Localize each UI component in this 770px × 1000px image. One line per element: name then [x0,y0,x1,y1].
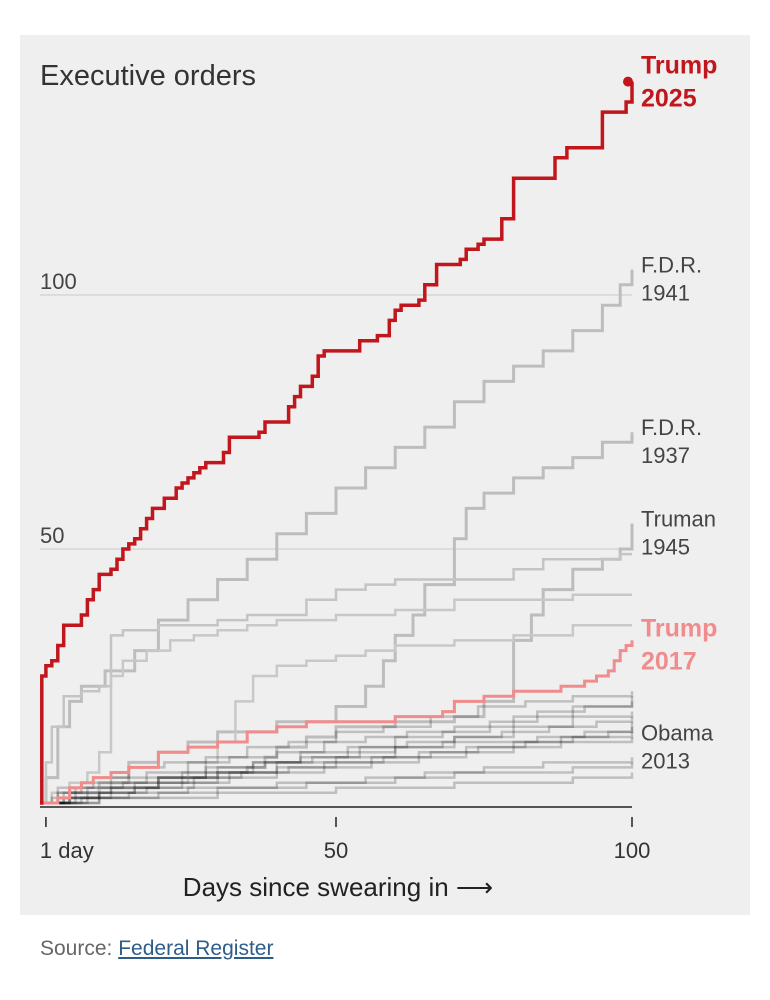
series-line-historical-11 [40,737,634,805]
gridlines: 50 100 [40,269,632,550]
series-line-historical-5 [40,623,632,805]
series-line-historical-14 [40,696,634,805]
series-line-historical-15 [40,757,634,805]
series-line-historical-13 [40,762,634,805]
series-line-historical-8 [40,701,634,805]
x-axis-label: Days since swearing in ⟶ [183,872,493,902]
series-label-obama-2013-name: Obama [641,721,714,746]
series-label-trump-2017-year: 2017 [641,647,697,675]
series-label-f-d-r-1937-year: 1937 [641,443,690,468]
series-line-historical-12 [40,691,634,805]
series-label-obama-2013-year: 2013 [641,749,690,774]
series-line-historical-3 [40,552,632,805]
source-link[interactable]: Federal Register [118,937,274,960]
y-gridline-label-50: 50 [40,523,64,548]
x-tick-label-100: 100 [614,838,651,863]
series-line-historical-9 [40,711,634,805]
series-label-f-d-r-1941-year: 1941 [641,281,690,306]
source-prefix: Source: [40,937,119,960]
series-line-trump-2025 [40,81,634,805]
series-line-historical-10 [40,716,634,805]
series-line-historical-4 [40,593,632,805]
executive-orders-chart: 50 100 1 day 50 100 F.D.R. 1941 F.D.R. 1937 Tru… [40,52,717,902]
series-line-historical-16 [40,721,634,805]
series-label-trump-2025-year: 2025 [641,85,697,113]
source-line: Source: Federal Register [40,937,273,961]
series-line-f-d-r-1941 [40,269,634,805]
series-label-truman-1945-year: 1945 [641,535,690,560]
series-label-f-d-r-1937-name: F.D.R. [641,415,702,440]
series-line-historical-6 [40,726,634,805]
series-line-truman-1945 [40,523,634,805]
series-label-truman-1945-name: Truman [641,507,716,532]
y-gridline-label-100: 100 [40,269,77,294]
series-labels: F.D.R. 1941 F.D.R. 1937 Truman 1945 Obama 2013 T… [623,52,717,774]
x-axis: 1 day 50 100 [40,806,651,863]
series-line-historical-7 [40,731,634,805]
series-label-trump-2017-name: Trump [641,614,717,642]
series-label-f-d-r-1941-name: F.D.R. [641,253,702,278]
chart-title: Executive orders [40,60,256,92]
series-label-trump-2025-name: Trump [641,52,717,80]
series-line-obama-2013 [40,772,634,805]
series-end-dot-trump-2025 [623,76,633,87]
series-lines [40,81,634,805]
chart-panel: 50 100 1 day 50 100 F.D.R. 1941 F.D.R. 1937 Tru… [20,35,750,915]
series-line-trump-2017 [40,640,634,805]
x-tick-label-50: 50 [324,838,348,863]
x-tick-label-1: 1 day [40,838,94,863]
